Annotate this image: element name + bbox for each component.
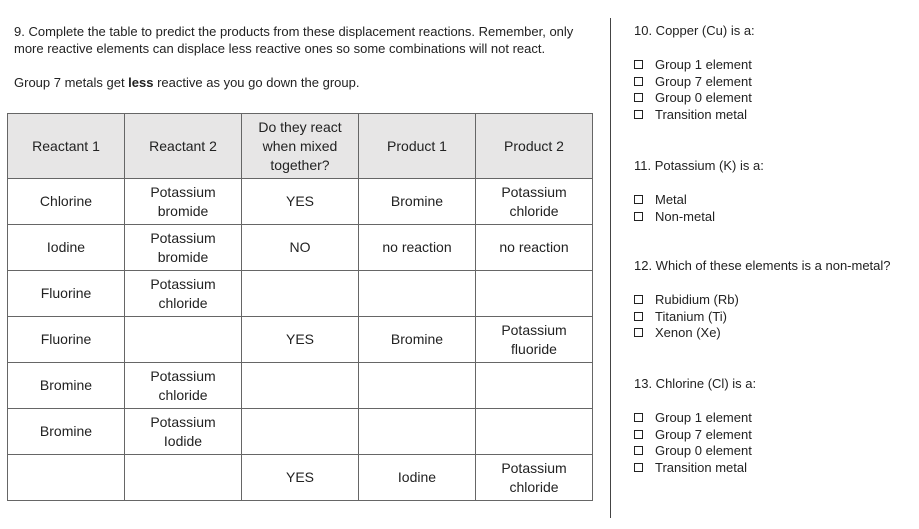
checkbox [634, 328, 643, 338]
table-cell [241, 362, 359, 409]
table-row: Bromine Potassium Iodide [7, 408, 593, 455]
option: Titanium (Ti) [634, 309, 727, 325]
option: Group 1 element [634, 410, 752, 426]
option: Metal [634, 192, 687, 208]
checkbox [634, 446, 643, 456]
reaction-table: Reactant 1 Reactant 2 Do they react when m… [7, 113, 593, 501]
table-cell: NO [241, 224, 359, 271]
option: Group 7 element [634, 427, 752, 443]
checkbox [634, 413, 643, 422]
checkbox [634, 311, 643, 321]
header-cell: Do they react when mixed together? [241, 113, 359, 179]
option: Group 1 element [634, 57, 752, 73]
question-label: 10. Copper (Cu) is a: [634, 23, 755, 38]
table-cell [124, 316, 242, 363]
checkbox [634, 110, 643, 120]
checkbox [634, 463, 643, 473]
table-cell: Chlorine [7, 178, 125, 225]
checkbox [634, 211, 643, 221]
table-cell: YES [241, 178, 359, 225]
table-cell: Bromine [358, 316, 476, 363]
checkbox [634, 93, 643, 103]
checkbox [634, 295, 643, 304]
option: Group 0 element [634, 443, 752, 459]
header-cell: Reactant 1 [7, 113, 125, 179]
checkbox [634, 76, 643, 86]
option-text: Group 0 element [655, 443, 752, 459]
table-cell [358, 408, 476, 455]
table-row: Iodine Potassium bromide NO no reaction no r… [7, 224, 593, 271]
table-cell [124, 454, 242, 501]
option: Group 0 element [634, 90, 752, 106]
table-cell: Potassium bromide [124, 178, 242, 225]
divider [610, 18, 611, 518]
table-cell: Fluorine [7, 316, 125, 363]
note-bold: less [128, 75, 154, 90]
option-text: Group 1 element [655, 57, 752, 72]
table-cell: Bromine [7, 362, 125, 409]
option-text: Transition metal [655, 107, 747, 123]
table-cell: YES [241, 316, 359, 363]
table-row: Fluorine YES Bromine Potassium fluoride [7, 316, 593, 363]
question-label: 11. Potassium (K) is a: [634, 158, 764, 173]
header-cell: Reactant 2 [124, 113, 242, 179]
note-text: Group 7 metals get [14, 75, 129, 90]
option-text: Non-metal [655, 208, 715, 224]
note: Group 7 metals get less reactive as you … [14, 74, 359, 91]
option: Non-metal [634, 209, 715, 225]
option: Transition metal [634, 107, 747, 123]
table-row: Fluorine Potassium chloride [7, 270, 593, 317]
table-row: Bromine Potassium chloride [7, 362, 593, 409]
option-text: Group 7 element [655, 73, 752, 89]
table-cell: YES [241, 454, 359, 501]
option-text: Xenon (Xe) [655, 325, 721, 341]
option-text: Group 7 element [655, 426, 752, 442]
question-label: 13. Chlorine (Cl) is a: [634, 376, 757, 391]
table-cell: Potassium chloride [475, 454, 593, 501]
table-cell [358, 270, 476, 317]
table-cell: Bromine [358, 178, 476, 225]
header-cell: Product 2 [475, 113, 593, 179]
table-cell: Bromine [7, 408, 125, 455]
table-cell [475, 270, 593, 317]
table-row: YES Iodine Potassium chloride [7, 454, 593, 501]
table-cell [358, 362, 476, 409]
table-cell: Potassium chloride [475, 178, 593, 225]
table-cell [475, 408, 593, 455]
question-label: 12. Which of these elements is a non-met… [634, 258, 891, 273]
table-cell [7, 454, 125, 501]
header-cell: Product 1 [358, 113, 476, 179]
table-cell: Potassium bromide [124, 224, 242, 271]
table-cell: no reaction [475, 224, 593, 271]
option-text: Metal [655, 192, 687, 207]
table-cell [475, 362, 593, 409]
table-cell: Iodine [7, 224, 125, 271]
checkbox [634, 195, 643, 204]
header-row: Reactant 1 Reactant 2 Do they react when m… [7, 113, 593, 179]
option: Transition metal [634, 460, 747, 476]
table-cell: Fluorine [7, 270, 125, 317]
option-text: Titanium (Ti) [655, 308, 727, 324]
table-cell: no reaction [358, 224, 476, 271]
table-cell: Potassium Iodide [124, 408, 242, 455]
question-text: 9. Complete the table to predict the pro… [14, 24, 574, 56]
checkbox [634, 429, 643, 439]
checkbox [634, 60, 643, 69]
option: Group 7 element [634, 74, 752, 90]
table-cell: Iodine [358, 454, 476, 501]
option: Xenon (Xe) [634, 325, 721, 341]
option-text: Group 0 element [655, 90, 752, 106]
option-text: Rubidium (Rb) [655, 292, 739, 307]
note-text: reactive as you go down the group. [153, 75, 360, 90]
table-cell [241, 408, 359, 455]
option-text: Group 1 element [655, 410, 752, 425]
table-row: Chlorine Potassium bromide YES Bromine Potas… [7, 178, 593, 225]
option: Rubidium (Rb) [634, 292, 739, 308]
table-cell: Potassium chloride [124, 270, 242, 317]
option-text: Transition metal [655, 460, 747, 476]
table-cell [241, 270, 359, 317]
table-cell: Potassium fluoride [475, 316, 593, 363]
table-cell: Potassium chloride [124, 362, 242, 409]
